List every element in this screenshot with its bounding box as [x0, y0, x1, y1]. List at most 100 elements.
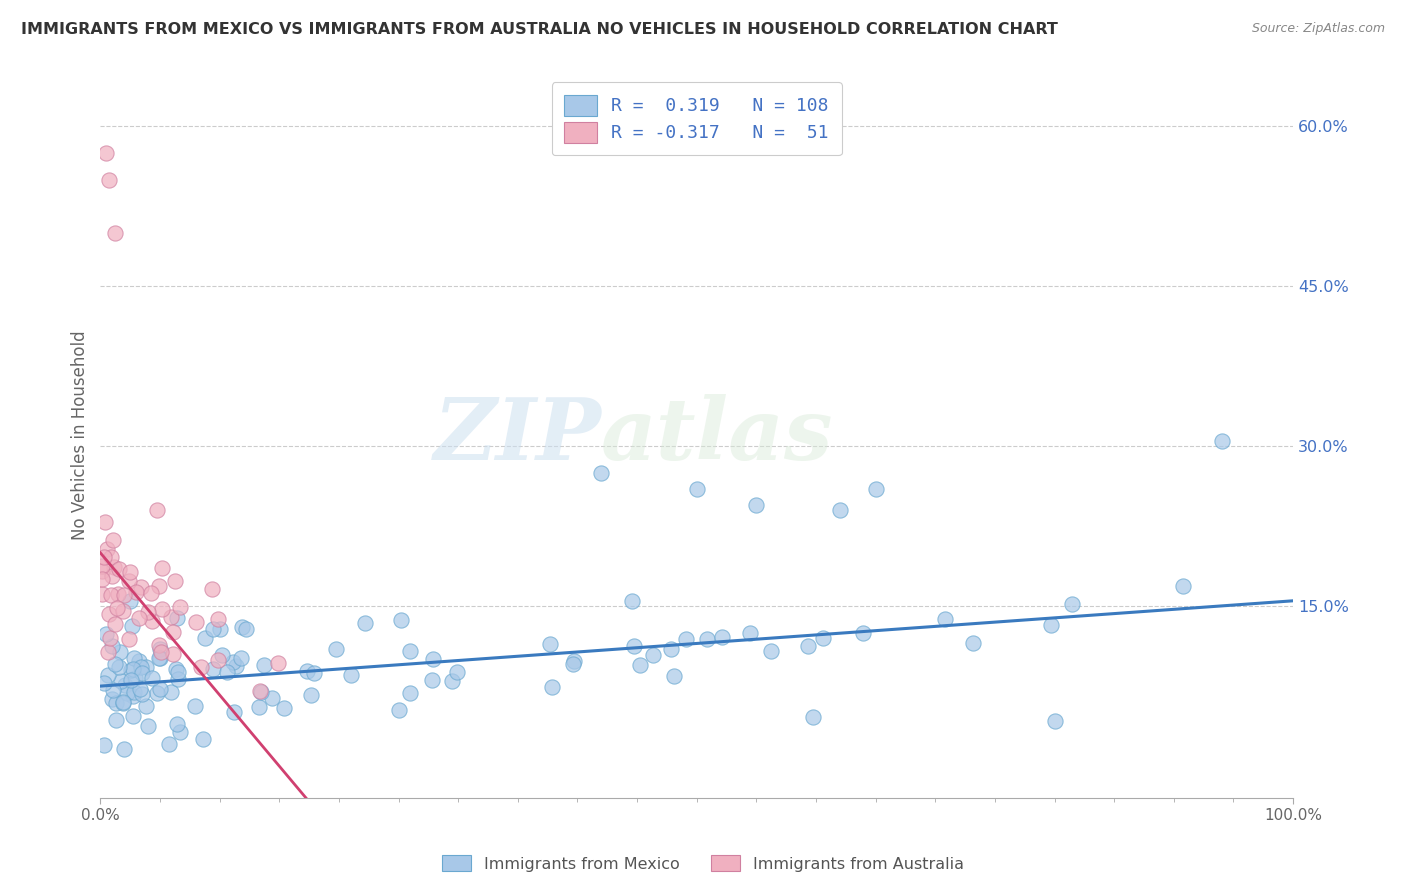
Point [201, 582, 224, 596]
Point [221, 655, 243, 669]
Legend: Immigrants from Mexico, Immigrants from Australia: Immigrants from Mexico, Immigrants from … [434, 847, 972, 880]
Point [267, 656, 290, 670]
Point [209, 622, 232, 636]
Point [797, 640, 820, 654]
Point [104, 616, 127, 631]
Point [101, 682, 124, 697]
Point [207, 653, 229, 667]
Point [148, 650, 170, 665]
Y-axis label: No Vehicles in Household: No Vehicles in Household [72, 331, 89, 541]
Point [136, 605, 159, 619]
Point [129, 660, 152, 674]
Point [675, 632, 697, 646]
Text: ZIP: ZIP [433, 393, 602, 477]
Point [235, 622, 257, 636]
Point [299, 688, 322, 702]
Point [353, 616, 375, 631]
Point [150, 645, 173, 659]
Point [253, 658, 276, 673]
Point [934, 612, 956, 626]
Point [122, 685, 145, 699]
Point [273, 701, 295, 715]
Point [165, 661, 187, 675]
Point [149, 682, 172, 697]
Point [745, 498, 768, 512]
Point [125, 584, 148, 599]
Point [207, 612, 229, 626]
Point [112, 588, 135, 602]
Point [1043, 714, 1066, 729]
Point [150, 602, 173, 616]
Point [105, 601, 128, 615]
Point [122, 708, 145, 723]
Point [128, 611, 150, 625]
Point [813, 632, 835, 646]
Point [93, 676, 115, 690]
Point [114, 678, 136, 692]
Point [96, 542, 118, 557]
Point [122, 662, 145, 676]
Point [398, 644, 420, 658]
Point [160, 684, 183, 698]
Point [110, 673, 132, 688]
Point [304, 666, 326, 681]
Point [231, 620, 253, 634]
Point [93, 515, 115, 529]
Point [103, 559, 125, 574]
Point [91, 559, 114, 574]
Point [710, 630, 733, 644]
Point [538, 637, 561, 651]
Point [422, 652, 444, 666]
Point [148, 579, 170, 593]
Point [121, 619, 143, 633]
Point [540, 681, 562, 695]
Point [128, 653, 150, 667]
Point [225, 658, 247, 673]
Point [103, 533, 125, 548]
Point [131, 688, 153, 702]
Text: Source: ZipAtlas.com: Source: ZipAtlas.com [1251, 22, 1385, 36]
Point [166, 665, 188, 680]
Point [135, 660, 157, 674]
Point [118, 594, 141, 608]
Point [93, 739, 115, 753]
Point [623, 639, 645, 653]
Point [643, 648, 665, 663]
Point [659, 641, 682, 656]
Point [122, 689, 145, 703]
Point [141, 671, 163, 685]
Point [136, 719, 159, 733]
Point [340, 668, 363, 682]
Point [262, 691, 284, 706]
Point [104, 226, 127, 240]
Point [120, 663, 142, 677]
Point [166, 717, 188, 731]
Point [202, 662, 225, 676]
Point [191, 731, 214, 746]
Point [97, 668, 120, 682]
Point [110, 645, 132, 659]
Point [184, 698, 207, 713]
Point [107, 587, 129, 601]
Point [664, 669, 686, 683]
Point [162, 647, 184, 661]
Point [104, 696, 127, 710]
Point [90, 572, 112, 586]
Point [250, 684, 273, 698]
Point [135, 699, 157, 714]
Point [1173, 579, 1195, 593]
Point [111, 604, 134, 618]
Point [115, 686, 138, 700]
Point [118, 632, 141, 647]
Point [100, 550, 122, 565]
Point [149, 651, 172, 665]
Point [190, 660, 212, 674]
Point [101, 569, 124, 583]
Point [295, 664, 318, 678]
Point [97, 645, 120, 659]
Point [399, 686, 422, 700]
Point [1039, 618, 1062, 632]
Point [761, 643, 783, 657]
Point [194, 631, 217, 645]
Point [202, 622, 225, 636]
